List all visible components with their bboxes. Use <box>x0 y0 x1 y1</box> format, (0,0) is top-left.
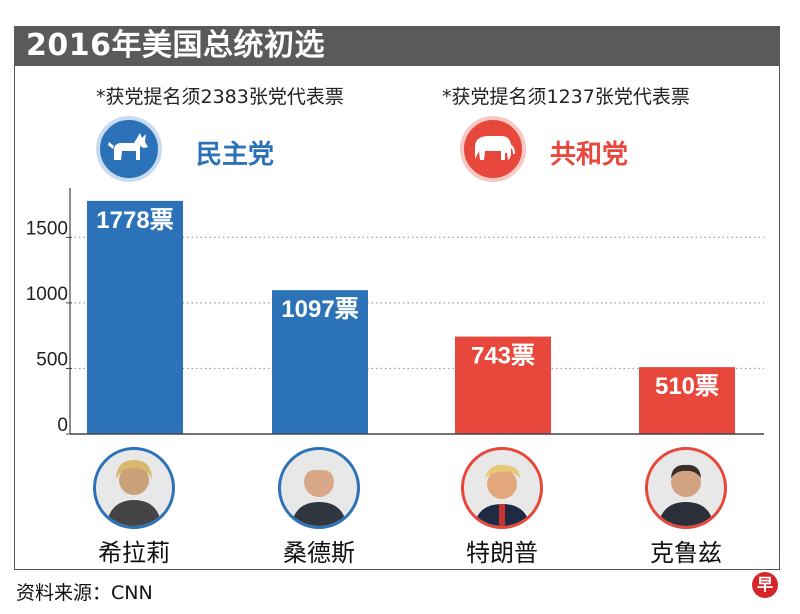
chart-title: 2016年美国总统初选 <box>14 26 780 66</box>
candidate-photo-clinton <box>93 447 175 529</box>
bar-0 <box>87 200 183 434</box>
elephant-icon <box>460 116 526 182</box>
data-label-1: 1097票 <box>281 296 358 323</box>
donkey-icon <box>96 116 162 182</box>
candidate-photo-trump <box>461 447 543 529</box>
rep-party-name: 共和党 <box>550 140 629 170</box>
candidate-name-trump: 特朗普 <box>466 539 538 567</box>
y-tick-label-0: 0 <box>57 415 68 436</box>
candidate-name-clinton: 希拉莉 <box>98 539 170 567</box>
candidate-photo-sanders <box>278 447 360 529</box>
y-tick-label-500: 500 <box>36 349 68 370</box>
source-note: 资料来源：CNN <box>16 582 153 604</box>
publisher-logo: 早 <box>752 572 778 598</box>
data-label-2: 743票 <box>471 343 535 370</box>
candidate-name-cruz: 克鲁兹 <box>650 539 722 567</box>
data-label-0: 1778票 <box>96 207 173 234</box>
rep-requirement-note: *获党提名须1237张党代表票 <box>442 86 690 108</box>
y-tick-label-1000: 1000 <box>26 284 68 305</box>
bar-3 <box>639 367 735 434</box>
candidate-name-sanders: 桑德斯 <box>283 539 355 567</box>
dem-party-name: 民主党 <box>196 140 275 170</box>
data-label-3: 510票 <box>655 373 719 400</box>
bar-2 <box>455 336 551 434</box>
y-tick-label-1500: 1500 <box>26 218 68 239</box>
dem-requirement-note: *获党提名须2383张党代表票 <box>96 86 344 108</box>
bar-1 <box>272 290 368 434</box>
candidate-photo-cruz <box>645 447 727 529</box>
